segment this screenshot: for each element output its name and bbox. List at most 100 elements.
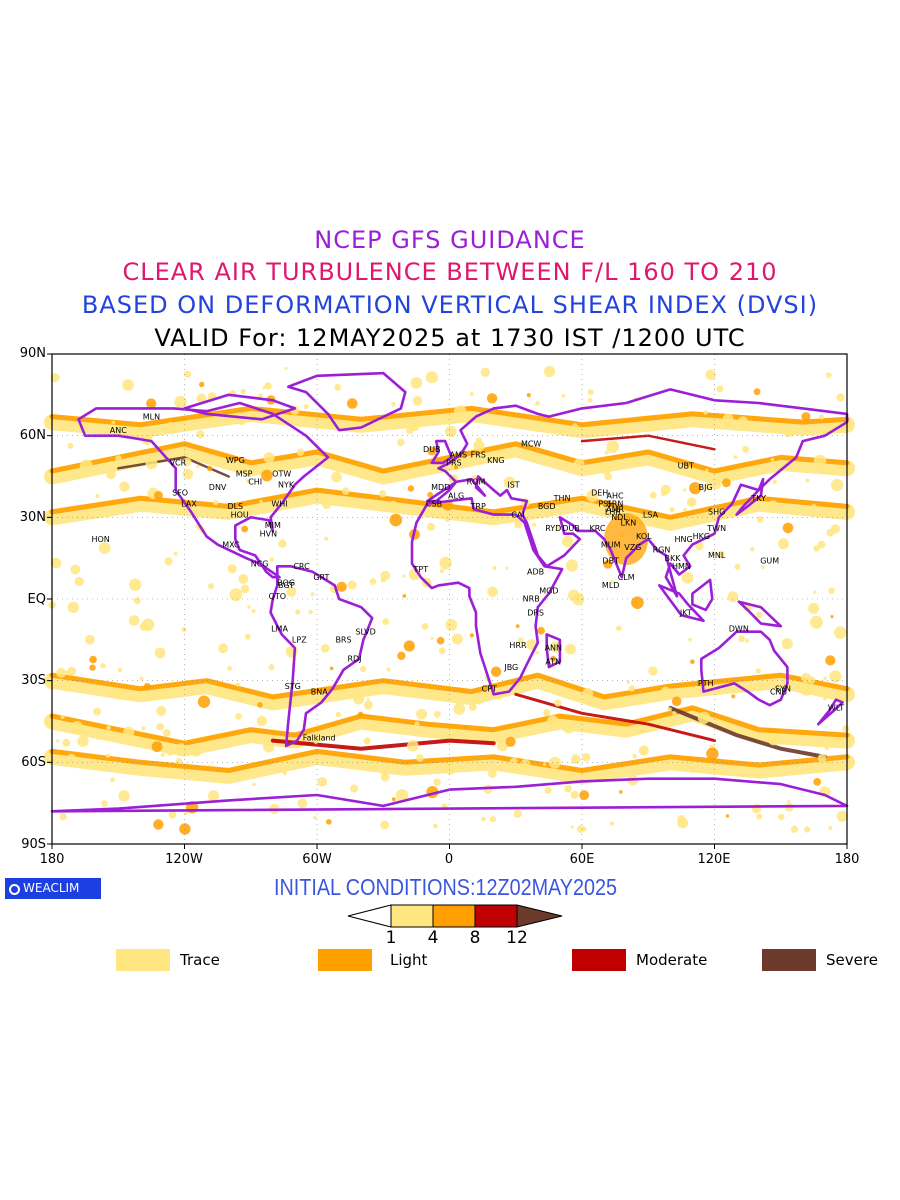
station-label: KRC	[590, 524, 606, 533]
station-label: CRC	[293, 562, 310, 571]
station-label: MLN	[143, 412, 160, 421]
station-label: KOL	[636, 532, 652, 541]
station-label: PTH	[698, 679, 714, 688]
station-label: LAX	[181, 499, 197, 508]
legend-swatch-light	[318, 949, 372, 971]
station-label: HRR	[509, 641, 527, 650]
station-label: MCW	[521, 440, 541, 449]
colorbar-tick: 12	[506, 928, 528, 948]
station-label: CAI	[511, 510, 524, 519]
station-label: AHC	[607, 491, 624, 500]
title-model: NCEP GFS GUIDANCE	[314, 226, 586, 254]
station-label: WLT	[828, 704, 844, 713]
copyright-icon	[9, 884, 20, 895]
lon-label: 180	[834, 852, 860, 867]
station-label: NRB	[523, 595, 540, 604]
station-label: MXC	[222, 540, 240, 549]
station-label: BNA	[311, 687, 328, 696]
station-label: MIM	[265, 521, 281, 530]
station-label: JKT	[679, 608, 692, 617]
station-label: HKG	[693, 532, 710, 541]
station-label: ATN	[545, 657, 561, 666]
station-label: DWN	[729, 625, 749, 634]
station-label: WPG	[226, 456, 245, 465]
station-label: RDJ	[347, 655, 361, 664]
station-label: DRS	[527, 608, 544, 617]
station-label: TPT	[412, 565, 428, 574]
station-label: KNG	[487, 456, 504, 465]
station-label: SRN	[607, 499, 624, 508]
station-label: DNV	[209, 483, 227, 492]
station-label: CLM	[618, 573, 635, 582]
station-label: FRS	[471, 450, 486, 459]
colorbar-segment-moderate	[474, 904, 518, 928]
lon-label: 60W	[302, 852, 332, 867]
colorbar-segment-severe	[516, 904, 563, 928]
lon-label: 120W	[165, 852, 203, 867]
station-label: BGT	[278, 581, 294, 590]
lat-label: 90S	[21, 837, 46, 852]
station-label: SFO	[172, 489, 188, 498]
brand-label: WEACLIM	[23, 881, 80, 895]
station-label: MLD	[602, 581, 620, 590]
station-label: MSP	[236, 470, 253, 479]
station-label: PSH	[598, 499, 614, 508]
station-label: HMN	[672, 562, 691, 571]
station-label: AMS	[450, 450, 467, 459]
station-label: ANN	[545, 644, 562, 653]
station-label: PRS	[446, 459, 461, 468]
station-label: LPZ	[292, 636, 307, 645]
station-label: DLS	[227, 502, 243, 511]
station-label: SHG	[708, 508, 725, 517]
title-method: BASED ON DEFORMATION VERTICAL SHEAR INDE…	[81, 291, 819, 319]
station-label: GRT	[313, 573, 329, 582]
station-label: TKY	[750, 494, 766, 503]
legend-label-severe: Severe	[826, 951, 878, 969]
station-label: NYK	[278, 480, 295, 489]
station-label: CNB	[770, 687, 787, 696]
station-label: SLVD	[355, 627, 375, 636]
station-label: SYN	[775, 685, 791, 694]
legend-swatch-trace	[116, 949, 170, 971]
station-label: CPT	[482, 685, 497, 694]
station-label: HNG	[674, 535, 692, 544]
legend-label-moderate: Moderate	[636, 951, 708, 969]
legend-swatch-severe	[762, 949, 816, 971]
station-label: MNL	[708, 551, 726, 560]
station-label: BJG	[699, 483, 713, 492]
lon-label: 60E	[569, 852, 595, 867]
station-label: HON	[91, 535, 109, 544]
land-outlines	[50, 371, 849, 813]
station-label: TWN	[706, 524, 726, 533]
station-label: LKN	[621, 519, 637, 528]
legend-label-light: Light	[390, 951, 428, 969]
station-label: UBT	[678, 461, 694, 470]
station-label: TRP	[470, 502, 486, 511]
station-label: BOG	[277, 578, 295, 587]
graticule	[47, 353, 848, 849]
station-label: JBG	[503, 663, 518, 672]
station-label: LSA	[643, 510, 659, 519]
station-label: ALG	[448, 491, 464, 500]
legend-swatch-moderate	[572, 949, 626, 971]
station-label: ROM	[467, 478, 486, 487]
lon-label: 120E	[697, 852, 731, 867]
station-label: MDD	[431, 483, 450, 492]
station-label: MGD	[539, 587, 558, 596]
station-label: DEH	[591, 489, 608, 498]
station-label: ADB	[527, 568, 544, 577]
station-label: DBT	[602, 557, 619, 566]
station-label: LMA	[271, 625, 288, 634]
lat-label: 90N	[19, 346, 46, 361]
station-label: AMR	[606, 505, 624, 514]
station-label: BKK	[665, 554, 682, 563]
colorbar-tick: 1	[385, 928, 397, 948]
lon-label: 180	[39, 852, 65, 867]
station-label: GUM	[760, 557, 779, 566]
station-label: WHI	[271, 499, 287, 508]
station-label: IST	[507, 480, 519, 489]
station-label: HVN	[260, 529, 277, 538]
station-label: QTO	[269, 592, 286, 601]
